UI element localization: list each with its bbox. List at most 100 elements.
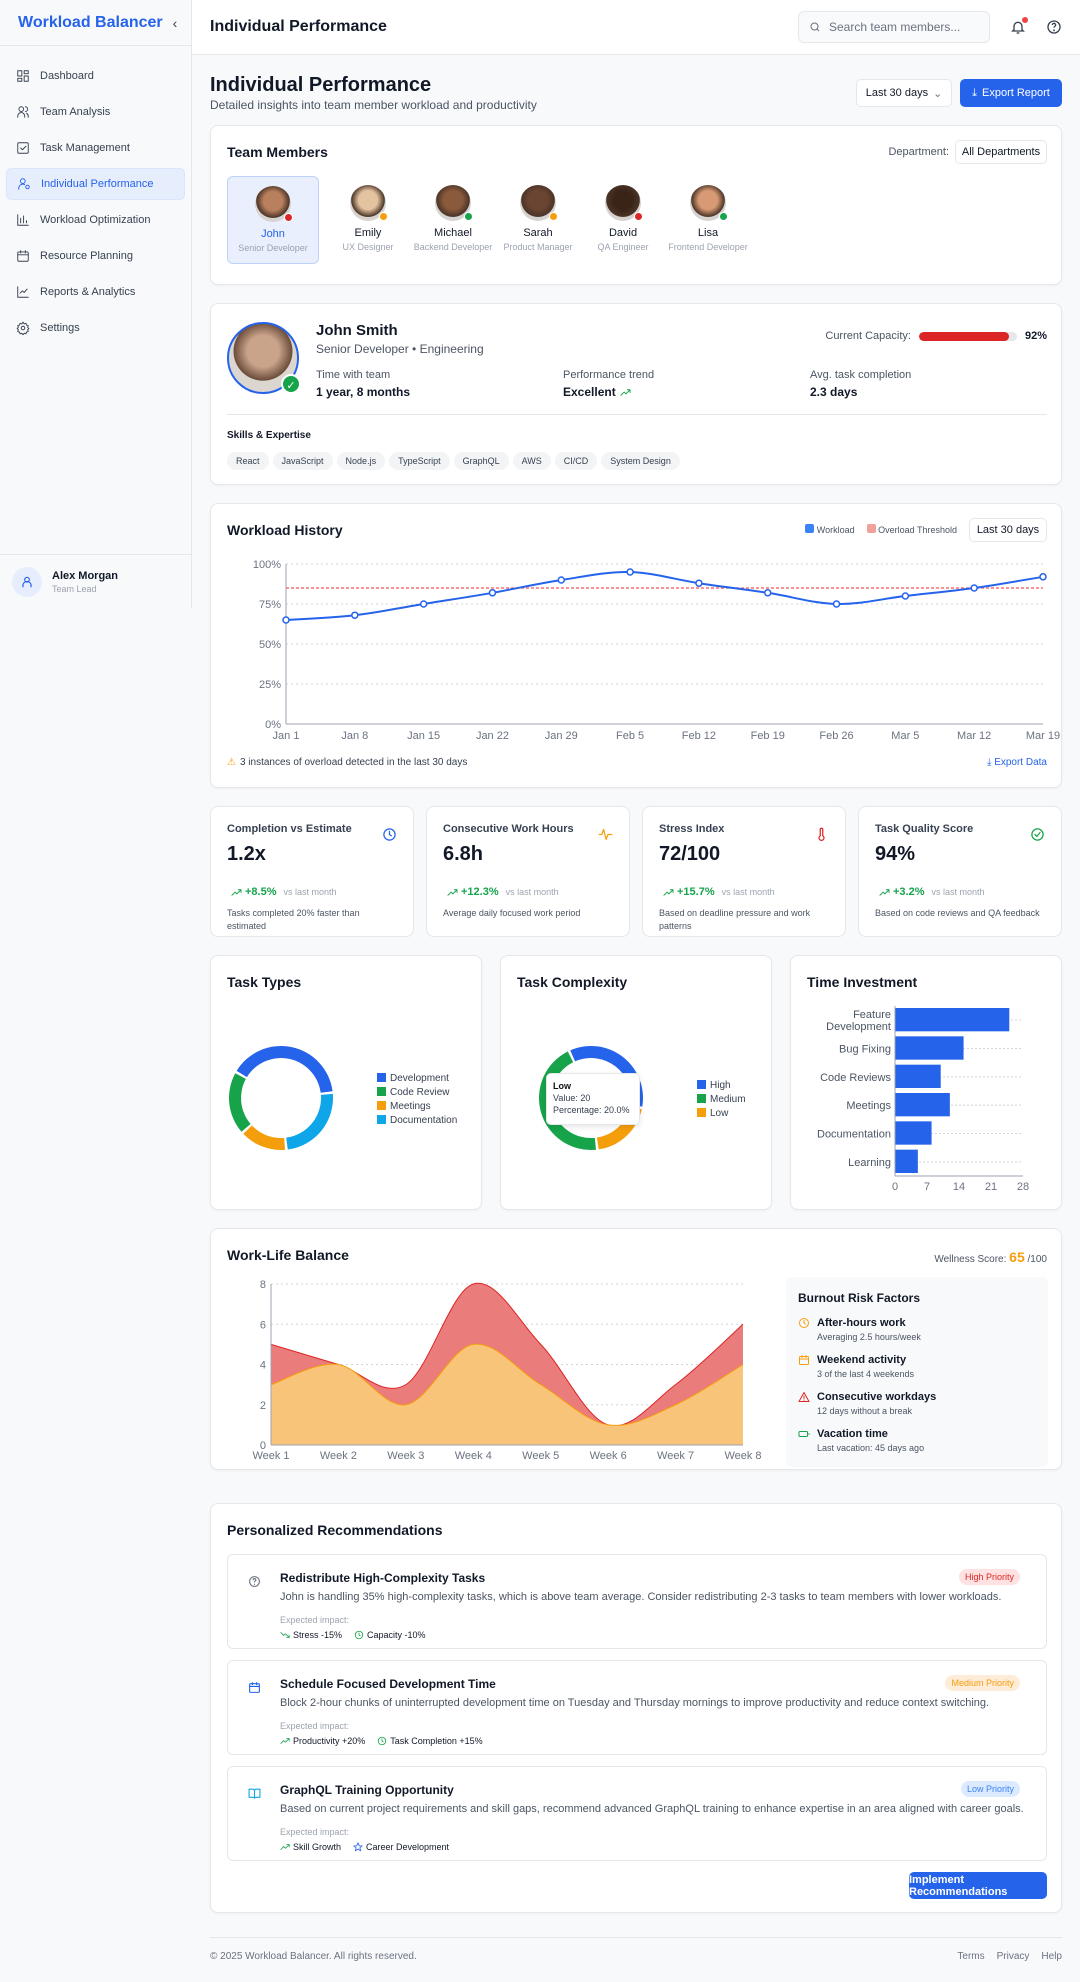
footer-link-terms[interactable]: Terms [957,1951,985,1962]
team-member-lisa[interactable]: Lisa Frontend Developer [662,176,754,264]
battery-icon [798,1428,810,1453]
legend-label: Documentation [390,1115,457,1126]
legend-label: Development [390,1073,449,1084]
search-input[interactable]: Search team members... [798,11,990,43]
recommendation-item[interactable]: Redistribute High-Complexity Tasks High P… [227,1554,1047,1649]
chevron-down-icon: ⌄ [933,87,943,100]
workload-line [285,570,1044,621]
stat-description: Based on deadline pressure and work patt… [659,908,811,931]
sidebar-item-settings[interactable]: Settings [6,312,185,344]
workload-point [763,589,772,597]
notifications-button[interactable] [1010,17,1028,35]
member-role: Product Manager [503,242,573,252]
task-types-chart: Development Code Review Meetings Documentat… [229,1046,457,1150]
sidebar-item-task-management[interactable]: Task Management [6,132,185,164]
sidebar-item-resource-planning[interactable]: Resource Planning [6,240,185,272]
profile-stat-label: Performance trend [563,369,655,381]
x-tick-label: Mar 5 [891,730,919,742]
status-indicator [464,212,473,221]
x-tick-label: Week 2 [320,1450,357,1462]
team-member-michael[interactable]: Michael Backend Developer [407,176,499,264]
x-tick-label: Mar 12 [957,730,991,742]
impact-label: Expected impact: [280,1827,350,1837]
recommendation-title: Schedule Focused Development Time [280,1677,496,1691]
team-member-john[interactable]: John Senior Developer [227,176,319,264]
warning-icon [798,1391,810,1416]
current-user[interactable]: Alex Morgan Team Lead [0,554,191,608]
member-name: Lisa [697,227,719,239]
recommendation-item[interactable]: GraphQL Training Opportunity Low Priority… [227,1766,1047,1861]
area-line-2 [270,1343,744,1426]
profile-avatar: ✓ [227,322,301,394]
sidebar-item-dashboard[interactable]: Dashboard [6,60,185,92]
member-avatar [350,185,388,221]
department-select[interactable]: All Departments [955,140,1047,164]
impact-label: Expected impact: [280,1615,350,1625]
factor-description: 3 of the last 4 weekends [817,1369,915,1379]
workload-range-select[interactable]: Last 30 days [969,518,1047,542]
thermometer-icon [814,827,829,842]
trend-up-icon [280,1842,290,1852]
department-label: Department: [888,146,949,158]
recommendation-description: Block 2-hour chunks of uninterrupted dev… [280,1697,990,1709]
team-member-sarah[interactable]: Sarah Product Manager [492,176,584,264]
wellness-score: Wellness Score: 65 /100 [934,1249,1047,1265]
export-data-link[interactable]: ⤓ Export Data [986,757,1047,768]
y-category-label: Code Reviews [820,1072,891,1084]
legend-swatch [697,1080,706,1089]
export-report-button[interactable]: ⤓ Export Report [960,79,1062,107]
gear-icon [16,321,30,335]
factor-description: 12 days without a break [817,1406,913,1416]
skills-list: React JavaScript Node.js TypeScript GraphQL A… [227,452,684,470]
recommendation-item[interactable]: Schedule Focused Development Time Medium … [227,1660,1047,1755]
profile-stat: Time with team 1 year, 8 months [316,369,410,399]
legend-swatch [697,1094,706,1103]
workload-point [488,589,497,597]
burnout-factor: Weekend activity 3 of the last 4 weekends [798,1354,1036,1379]
y-tick-label: 100% [253,559,281,571]
stat-value: 1.2x [227,843,266,865]
burnout-factor: After-hours work Averaging 2.5 hours/week [798,1317,1036,1342]
clock-icon [798,1317,810,1342]
page-title: Individual Performance [210,74,432,96]
stat-change: +15.7% vs last month [659,886,829,898]
x-tick-label: Jan 29 [545,730,578,742]
user-icon [17,177,31,191]
profile-card: ✓ John Smith Senior Developer • Engineer… [210,303,1062,485]
sidebar-item-individual-performance[interactable]: Individual Performance [6,168,185,200]
sidebar-item-reports-analytics[interactable]: Reports & Analytics [6,276,185,308]
team-member-david[interactable]: David QA Engineer [577,176,669,264]
bar [895,1008,1010,1032]
stat-change: +3.2% vs last month [875,886,1045,898]
implement-recommendations-button[interactable]: Implement Recommendations [909,1872,1047,1899]
impact-label: Expected impact: [280,1721,350,1731]
factor-description: Averaging 2.5 hours/week [817,1332,921,1342]
activity-icon [598,827,613,842]
sidebar-item-workload-optimization[interactable]: Workload Optimization [6,204,185,236]
team-members-title: Team Members [227,144,328,160]
collapse-sidebar-icon[interactable]: ‹ [172,14,178,31]
date-range-select[interactable]: Last 30 days ⌄ [856,79,952,107]
grid-icon [16,69,30,83]
slice-development [236,1046,333,1093]
x-tick-label: Feb 19 [751,730,785,742]
team-member-emily[interactable]: Emily UX Designer [322,176,414,264]
y-tick-label: 2 [260,1400,266,1412]
member-name: Michael [434,227,472,239]
help-button[interactable] [1046,19,1062,35]
checkbox-icon [16,141,30,155]
chart-tooltip: Low Value: 20 Percentage: 20.0% [546,1073,640,1125]
impact-item: Skill Growth [280,1842,341,1852]
recommendations-title: Personalized Recommendations [227,1522,443,1538]
search-placeholder: Search team members... [829,20,961,34]
x-tick-label: Feb 12 [682,730,716,742]
help-circle-icon [248,1575,261,1588]
calendar-icon [248,1681,261,1694]
workload-point [695,579,703,587]
footer-link-privacy[interactable]: Privacy [996,1951,1030,1962]
footer-link-help[interactable]: Help [1041,1951,1062,1962]
stat-title: Task Quality Score [875,823,974,835]
legend-label: High [710,1080,731,1091]
sidebar-item-team-analysis[interactable]: Team Analysis [6,96,185,128]
help-icon [1047,20,1061,34]
